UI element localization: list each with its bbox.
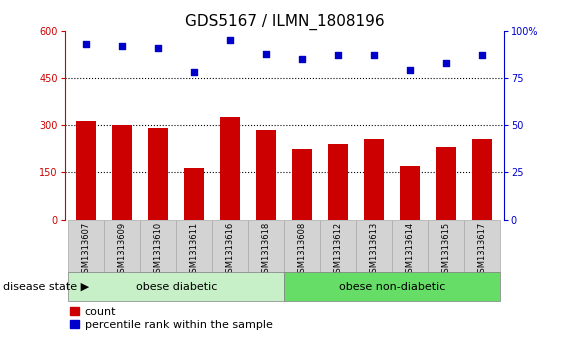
- Bar: [364, 139, 384, 220]
- Point: [370, 53, 379, 58]
- Bar: [320, 220, 356, 272]
- Bar: [256, 130, 276, 220]
- Point: [226, 37, 235, 43]
- Point: [334, 53, 343, 58]
- Bar: [284, 272, 501, 301]
- Bar: [464, 220, 501, 272]
- Point: [82, 41, 91, 47]
- Text: GSM1313616: GSM1313616: [226, 222, 235, 278]
- Point: [118, 43, 127, 49]
- Text: disease state ▶: disease state ▶: [3, 282, 89, 292]
- Text: GSM1313608: GSM1313608: [298, 222, 307, 278]
- Bar: [212, 220, 248, 272]
- Bar: [68, 272, 284, 301]
- Point: [154, 45, 163, 51]
- Bar: [77, 121, 96, 220]
- Bar: [356, 220, 392, 272]
- Text: GSM1313612: GSM1313612: [334, 222, 343, 278]
- Bar: [140, 220, 176, 272]
- Bar: [284, 220, 320, 272]
- Point: [478, 53, 487, 58]
- Bar: [472, 139, 492, 220]
- Text: obese diabetic: obese diabetic: [136, 282, 217, 292]
- Title: GDS5167 / ILMN_1808196: GDS5167 / ILMN_1808196: [185, 13, 384, 29]
- Text: GSM1313607: GSM1313607: [82, 222, 91, 278]
- Text: GSM1313615: GSM1313615: [442, 222, 451, 278]
- Bar: [436, 147, 456, 220]
- Point: [442, 60, 451, 66]
- Bar: [68, 220, 104, 272]
- Text: GSM1313617: GSM1313617: [478, 222, 487, 278]
- Bar: [221, 117, 240, 220]
- Text: GSM1313610: GSM1313610: [154, 222, 163, 278]
- Legend: count, percentile rank within the sample: count, percentile rank within the sample: [70, 307, 272, 330]
- Text: GSM1313614: GSM1313614: [406, 222, 415, 278]
- Bar: [149, 129, 168, 220]
- Bar: [328, 144, 348, 220]
- Point: [406, 68, 415, 73]
- Bar: [392, 220, 428, 272]
- Text: GSM1313611: GSM1313611: [190, 222, 199, 278]
- Text: obese non-diabetic: obese non-diabetic: [339, 282, 445, 292]
- Text: GSM1313609: GSM1313609: [118, 222, 127, 278]
- Text: GSM1313613: GSM1313613: [370, 222, 379, 278]
- Bar: [400, 166, 420, 220]
- Point: [262, 50, 271, 56]
- Bar: [428, 220, 464, 272]
- Text: GSM1313618: GSM1313618: [262, 222, 271, 278]
- Bar: [248, 220, 284, 272]
- Point: [298, 56, 307, 62]
- Bar: [185, 168, 204, 220]
- Bar: [104, 220, 140, 272]
- Bar: [176, 220, 212, 272]
- Bar: [113, 125, 132, 220]
- Point: [190, 69, 199, 75]
- Bar: [292, 149, 312, 220]
